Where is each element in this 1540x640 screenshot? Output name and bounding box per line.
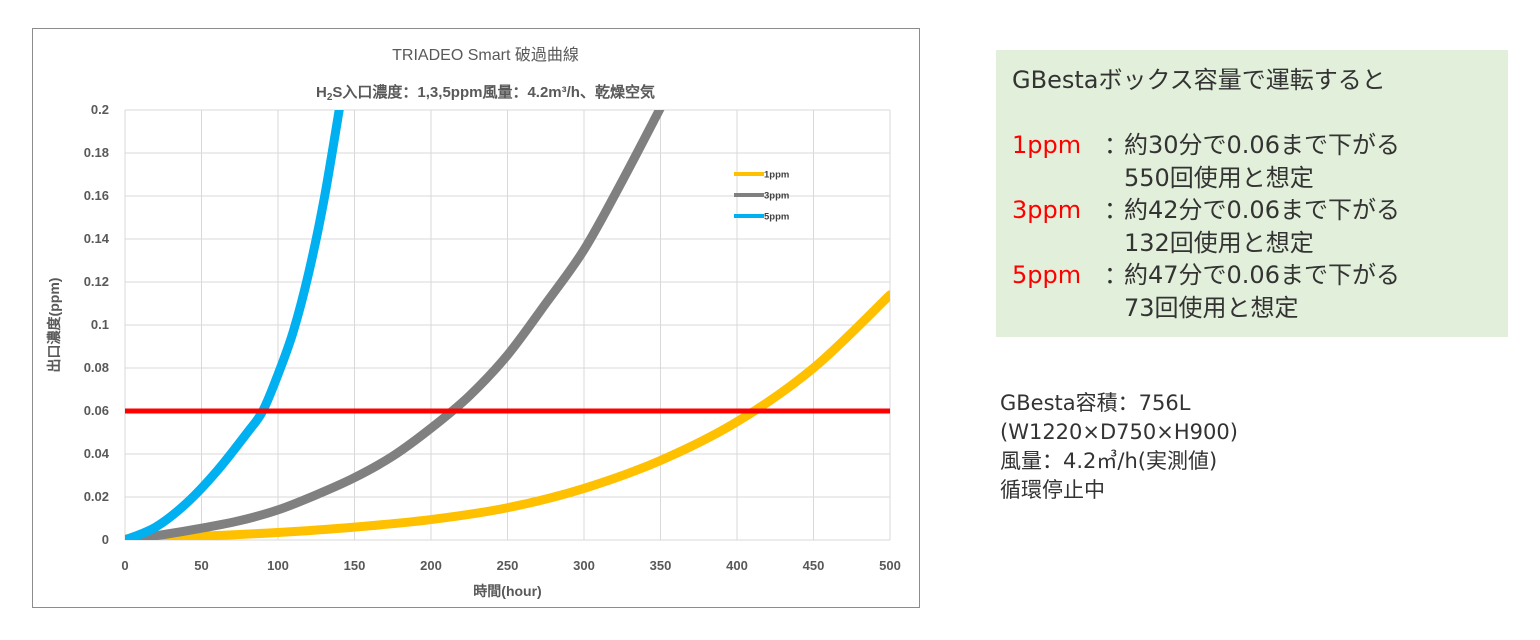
x-tick-label: 350 (650, 558, 672, 573)
legend-label: 3ppm (764, 191, 789, 202)
series-line-1ppm (125, 290, 890, 540)
ppm-label: 5ppm (1012, 261, 1082, 289)
breakthrough-chart: 0 0.02 0.04 0.06 0.08 0.1 0.12 0.14 0.16 0.18 0.2 0… (32, 28, 920, 608)
info-subtext: 73回使用と想定 (1124, 293, 1299, 322)
legend-label: 5ppm (764, 212, 789, 223)
spec-block: GBesta容積：756L (W1220×D750×H900) 風量：4.2㎥/… (1000, 389, 1238, 505)
chart-svg: 0 0.02 0.04 0.06 0.08 0.1 0.12 0.14 0.16 0.18 0.2 0… (46, 46, 901, 599)
y-tick-label: 0.12 (84, 274, 109, 289)
spec-dimensions: (W1220×D750×H900) (1000, 420, 1238, 444)
x-tick-label: 450 (803, 558, 825, 573)
x-tick-label: 500 (879, 558, 901, 573)
info-text: 約47分で0.06まで下がる (1124, 261, 1400, 289)
x-axis-label: 時間(hour) (473, 583, 541, 599)
x-tick-label: 250 (497, 558, 519, 573)
spec-airflow: 風量：4.2㎥/h(実測値) (1000, 449, 1218, 473)
x-tick-label: 200 (420, 558, 442, 573)
info-row-3ppm: 3ppm ：約42分で0.06まで下がる (1012, 194, 1508, 227)
spec-status: 循環停止中 (1000, 478, 1105, 502)
x-tick-label: 400 (726, 558, 748, 573)
info-row-1ppm: 1ppm ：約30分で0.06まで下がる (1012, 129, 1508, 162)
y-tick-label: 0.08 (84, 360, 109, 375)
y-tick-label: 0 (102, 532, 109, 547)
spec-volume: GBesta容積：756L (1000, 391, 1191, 415)
separator: ： (1104, 261, 1128, 289)
y-tick-label: 0.2 (91, 102, 109, 117)
info-heading: GBestaボックス容量で運転すると (1012, 66, 1386, 94)
y-tick-label: 0.14 (84, 231, 110, 246)
x-tick-label: 0 (121, 558, 128, 573)
info-text: 約30分で0.06まで下がる (1124, 131, 1400, 159)
x-tick-label: 300 (573, 558, 595, 573)
info-row-5ppm: 5ppm ：約47分で0.06まで下がる (1012, 259, 1508, 292)
ppm-label: 3ppm (1012, 196, 1082, 224)
y-tick-label: 0.1 (91, 317, 109, 332)
x-tick-label: 100 (267, 558, 289, 573)
y-tick-label: 0.16 (84, 188, 109, 203)
y-tick-label: 0.04 (84, 446, 110, 461)
chart-subtitle: H2S入口濃度：1,3,5ppm風量：4.2m³/h、乾燥空気 (316, 83, 655, 103)
ppm-label: 1ppm (1012, 131, 1082, 159)
info-panel: GBestaボックス容量で運転すると 1ppm ：約30分で0.06まで下がる 5… (996, 50, 1508, 337)
separator: ： (1104, 131, 1128, 159)
x-tick-label: 150 (344, 558, 366, 573)
y-tick-label: 0.06 (84, 403, 109, 418)
x-tick-label: 50 (194, 558, 208, 573)
y-tick-label: 0.02 (84, 489, 109, 504)
legend-label: 1ppm (764, 170, 789, 181)
y-axis-label: 出口濃度(ppm) (46, 278, 62, 373)
y-tick-label: 0.18 (84, 145, 109, 160)
info-text: 約42分で0.06まで下がる (1124, 196, 1400, 224)
series-line-3ppm (125, 110, 665, 540)
separator: ： (1104, 196, 1128, 224)
chart-title: TRIADEO Smart 破過曲線 (392, 46, 579, 64)
info-subtext: 550回使用と想定 (1124, 163, 1314, 192)
info-subtext: 132回使用と想定 (1124, 228, 1314, 257)
